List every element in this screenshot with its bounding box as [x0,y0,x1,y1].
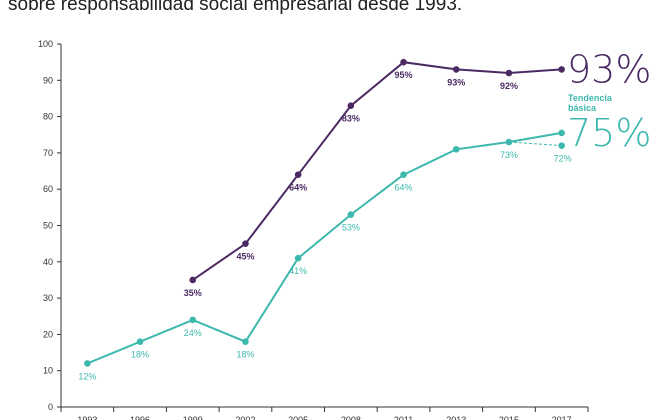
data-label-teal: 73% [500,150,518,160]
series-points [84,58,565,367]
data-labels: 35% 45% 64% 83% 95% 93% 92% 93% 12% 18% 24% 18% 41% 5… [78,47,651,381]
y-tick-label: 70 [43,148,53,158]
series-line-teal [86,131,562,365]
y-tick-label: 10 [43,366,53,376]
y-tick-label: 100 [38,39,53,49]
data-point-teal [400,171,407,178]
data-point-purple [558,66,565,73]
x-tick-label: 2013 [446,415,466,420]
data-label-teal: 41% [289,266,307,276]
data-point-purple [505,69,513,77]
series-line-teal-trend [508,141,562,147]
x-tick-label: 2002 [235,415,255,420]
data-point-teal-trend [558,142,565,149]
trend-annotation: básica [568,103,597,113]
data-point-teal [452,145,460,153]
data-label-purple: 83% [342,114,360,124]
x-tick-label: 1996 [130,415,150,420]
data-point-purple [189,276,197,284]
data-point-teal [242,338,249,345]
x-tick-label: 2008 [341,415,361,420]
y-tick-label: 0 [48,402,53,412]
data-point-purple [452,66,460,73]
data-point-teal [505,138,513,146]
data-point-purple [294,171,302,178]
data-label-purple: 45% [236,252,254,262]
data-point-teal [558,129,565,137]
x-tick-label: 2011 [394,415,413,420]
y-tick-label: 20 [43,329,53,339]
data-label-purple: 35% [184,288,202,298]
data-point-teal [189,316,197,324]
trend-annotation: Tendencia [568,93,613,103]
y-tick-label: 40 [43,257,53,267]
y-tick-label: 30 [43,293,53,303]
data-point-teal [84,360,91,367]
series-lines [86,61,562,365]
end-label-teal: 75% [567,111,651,155]
x-tick-label: 2017 [552,415,572,420]
data-label-teal: 18% [131,350,149,360]
data-label-purple: 93% [447,77,465,87]
chart-headline: sobre responsabilidad social empresarial… [8,0,463,15]
x-tick-label: 1999 [183,415,203,420]
data-label-purple: 64% [289,183,307,193]
data-label-teal: 12% [78,371,96,381]
series-line-purple [192,61,562,281]
y-tick-label: 60 [43,184,53,194]
y-tick-label: 80 [43,112,53,122]
x-tick-label: 1993 [77,415,97,420]
data-point-purple [400,58,407,66]
data-label-teal: 53% [342,223,360,233]
y-tick-label: 50 [43,221,53,231]
data-label-purple: 95% [395,70,413,80]
chart-axes: 0 10 20 30 40 50 60 70 80 90 100 1993 1996 1999 2002 20… [38,39,589,420]
x-tick-label: 2015 [499,415,519,420]
y-tick-label: 90 [43,75,53,85]
data-point-purple [242,240,249,247]
data-label-teal-trend: 72% [554,154,572,164]
data-label-teal: 18% [236,350,254,360]
data-label-purple: 92% [500,81,518,91]
data-label-teal: 24% [184,328,202,338]
x-tick-label: 2005 [288,415,308,420]
data-label-teal: 64% [395,183,413,193]
data-point-teal [294,254,302,262]
end-label-purple: 93% [567,47,651,91]
data-point-teal [347,211,355,218]
data-point-teal [136,338,144,345]
data-point-purple [347,102,355,110]
